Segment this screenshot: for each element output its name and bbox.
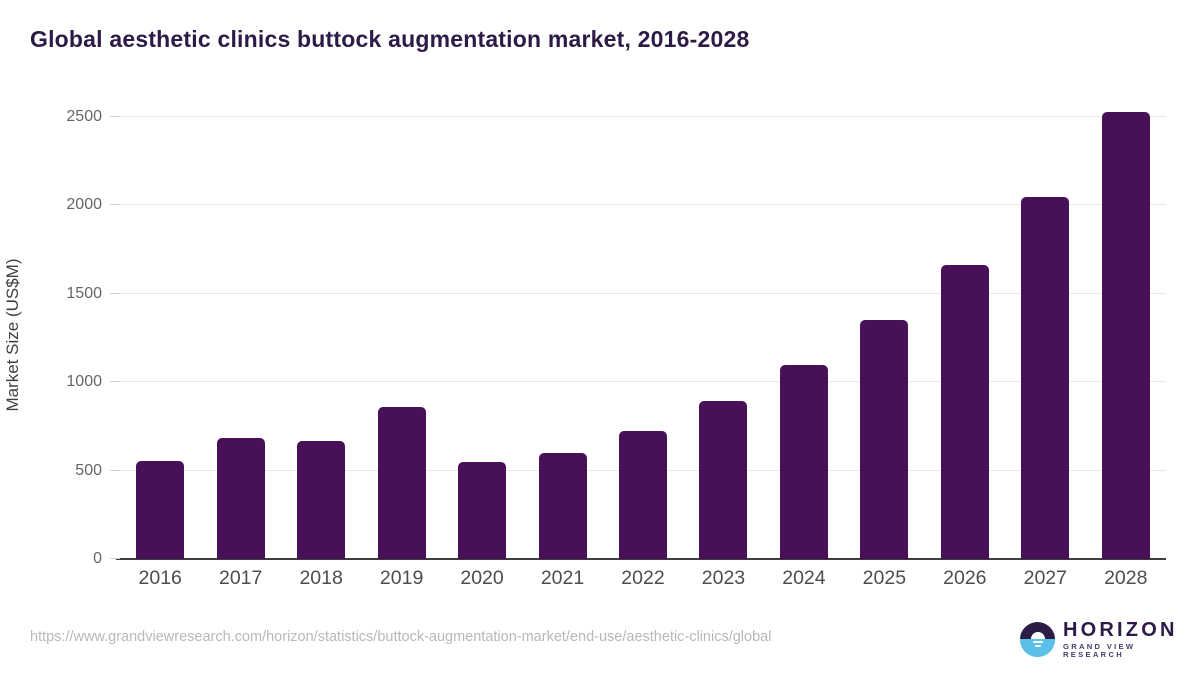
horizon-logo-icon: [1020, 621, 1055, 657]
x-tick-label: 2017: [218, 567, 263, 589]
page-title: Global aesthetic clinics buttock augment…: [30, 26, 750, 52]
x-tick-label: 2028: [1104, 567, 1148, 589]
bar-2019: [377, 406, 426, 559]
bar-2025: [860, 320, 909, 559]
bar-2028: [1101, 111, 1150, 559]
y-tick-label: 2500: [66, 108, 102, 125]
source-url: https://www.grandviewresearch.com/horizo…: [30, 629, 772, 645]
x-tick-label: 2021: [540, 567, 585, 589]
bar-2016: [136, 460, 185, 559]
gridline: [120, 116, 1166, 117]
reflection-line: [1032, 640, 1043, 643]
y-axis-title: Market Size (US$M): [3, 258, 22, 412]
reflection-line: [1034, 644, 1041, 647]
y-tick-label: 0: [93, 550, 102, 567]
gridline: [120, 381, 1166, 383]
y-tick-label: 1500: [66, 284, 102, 302]
bar-2020: [458, 461, 507, 559]
y-axis-tick: [110, 116, 120, 117]
x-tick-label: 2016: [138, 567, 182, 589]
y-tick-label: 1000: [66, 373, 102, 391]
x-tick-label: 2020: [460, 567, 504, 589]
x-tick-label: 2019: [379, 567, 424, 589]
plot-area: 0 500 1000 1500 2000 2500 2016 2017 2018 2019 2020…: [66, 100, 1166, 589]
y-axis-tick: [110, 292, 120, 294]
bar-2027: [1021, 197, 1070, 559]
logo-name: HORIZON: [1063, 619, 1178, 641]
bar-2022: [619, 430, 667, 559]
bar-2024: [779, 364, 828, 559]
bar-2021: [538, 452, 587, 559]
x-tick-label: 2024: [782, 567, 826, 589]
y-tick-label: 500: [75, 461, 102, 479]
x-axis-line: [116, 558, 1166, 560]
horizon-logo: HORIZON GRAND VIEW RESEARCH: [1020, 620, 1200, 658]
bar-2026: [940, 264, 989, 559]
sea-shape: [1020, 639, 1055, 657]
y-tick-label: 2000: [66, 196, 102, 214]
y-axis-tick: [110, 469, 120, 471]
x-tick-label: 2022: [621, 567, 665, 589]
gridline: [120, 292, 1166, 294]
bar-2018: [297, 441, 346, 559]
y-axis-tick: [110, 204, 120, 206]
y-axis-tick: [110, 381, 120, 383]
bar-2023: [699, 400, 748, 559]
x-tick-label: 2018: [299, 567, 343, 589]
gridline: [120, 204, 1166, 206]
x-tick-label: 2023: [701, 567, 746, 589]
y-axis-tick: [110, 558, 120, 559]
x-tick-label: 2025: [862, 567, 907, 589]
logo-subtitle: GRAND VIEW RESEARCH: [1063, 642, 1136, 659]
x-tick-label: 2027: [1023, 567, 1067, 589]
bar-2017: [216, 437, 265, 559]
logo-text: HORIZON GRAND VIEW RESEARCH: [1063, 620, 1200, 658]
x-tick-label: 2026: [943, 567, 987, 589]
